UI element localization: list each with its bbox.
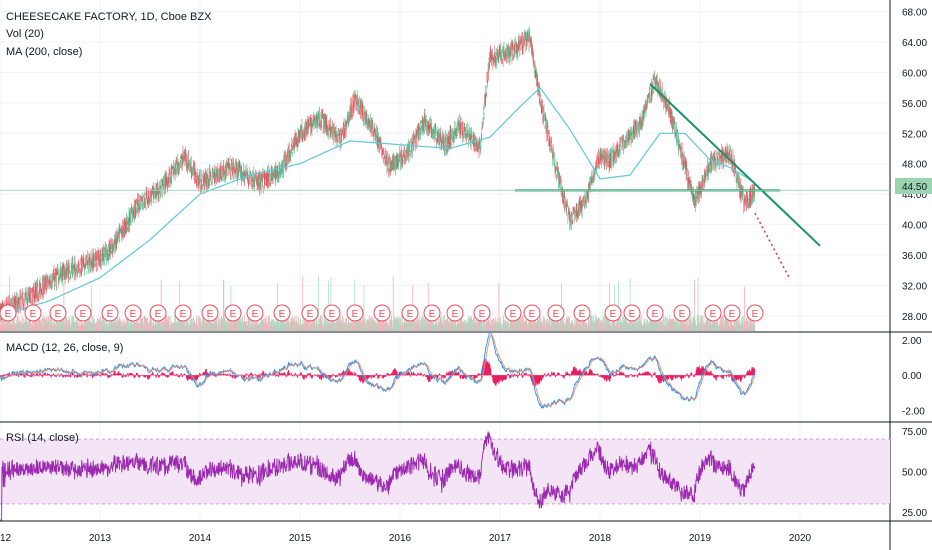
macd-panel <box>0 330 756 410</box>
earnings-marker <box>0 304 17 322</box>
earnings-marker-label: E <box>407 309 414 320</box>
earnings-marker <box>573 304 591 322</box>
earnings-marker <box>124 304 142 322</box>
earnings-marker-label: E <box>629 309 636 320</box>
earnings-marker <box>101 304 119 322</box>
earnings-marker-label: E <box>610 309 617 320</box>
earnings-marker-label: E <box>752 309 759 320</box>
earnings-marker-label: E <box>279 309 286 320</box>
earnings-marker <box>174 304 192 322</box>
earnings-marker-label: E <box>5 309 12 320</box>
resistance-line <box>649 83 821 247</box>
earnings-marker <box>224 304 242 322</box>
earnings-marker <box>49 304 67 322</box>
earnings-marker-label: E <box>379 309 386 320</box>
earnings-marker-label: E <box>252 309 259 320</box>
earnings-marker <box>523 304 541 322</box>
earnings-marker <box>623 304 641 322</box>
earnings-marker <box>504 304 522 322</box>
earnings-marker-label: E <box>329 309 336 320</box>
earnings-marker-label: E <box>107 309 114 320</box>
earnings-marker <box>201 304 219 322</box>
earnings-marker <box>423 304 441 322</box>
earnings-marker <box>547 304 565 322</box>
earnings-marker-label: E <box>452 309 459 320</box>
earnings-marker-label: E <box>230 309 237 320</box>
earnings-marker-label: E <box>679 309 686 320</box>
earnings-marker <box>149 304 167 322</box>
earnings-marker-label: E <box>579 309 586 320</box>
earnings-marker <box>273 304 291 322</box>
earnings-marker <box>401 304 419 322</box>
earnings-marker-label: E <box>529 309 536 320</box>
earnings-marker-label: E <box>55 309 62 320</box>
earnings-marker <box>673 304 691 322</box>
earnings-marker-label: E <box>510 309 517 320</box>
earnings-marker-label: E <box>479 309 486 320</box>
earnings-marker <box>604 304 622 322</box>
earnings-marker <box>746 304 764 322</box>
earnings-marker-label: E <box>130 309 137 320</box>
projection-line <box>754 212 791 280</box>
ma-200-line <box>0 86 755 317</box>
earnings-marker <box>473 304 491 322</box>
earnings-marker <box>301 304 319 322</box>
earnings-marker <box>446 304 464 322</box>
rsi-band-fill <box>0 439 890 504</box>
earnings-marker-label: E <box>207 309 214 320</box>
earnings-marker <box>646 304 664 322</box>
earnings-marker-label: E <box>429 309 436 320</box>
earnings-marker-label: E <box>307 309 314 320</box>
trend-annotations[interactable] <box>0 83 890 280</box>
earnings-marker-label: E <box>710 309 717 320</box>
earnings-marker <box>346 304 364 322</box>
earnings-marker <box>323 304 341 322</box>
earnings-marker <box>74 304 92 322</box>
ma-200-path <box>0 86 755 317</box>
earnings-marker-label: E <box>80 309 87 320</box>
earnings-marker <box>24 304 42 322</box>
earnings-marker <box>246 304 264 322</box>
earnings-marker-label: E <box>30 309 37 320</box>
volume-bars <box>0 275 756 331</box>
earnings-marker-label: E <box>180 309 187 320</box>
earnings-marker <box>723 304 741 322</box>
price-candles <box>0 26 756 322</box>
earnings-marker-label: E <box>553 309 560 320</box>
earnings-marker-label: E <box>652 309 659 320</box>
earnings-marker-label: E <box>155 309 162 320</box>
earnings-marker <box>373 304 391 322</box>
earnings-marker <box>704 304 722 322</box>
earnings-marker-label: E <box>352 309 359 320</box>
rsi-band <box>0 438 890 505</box>
earnings-marker-label: E <box>729 309 736 320</box>
